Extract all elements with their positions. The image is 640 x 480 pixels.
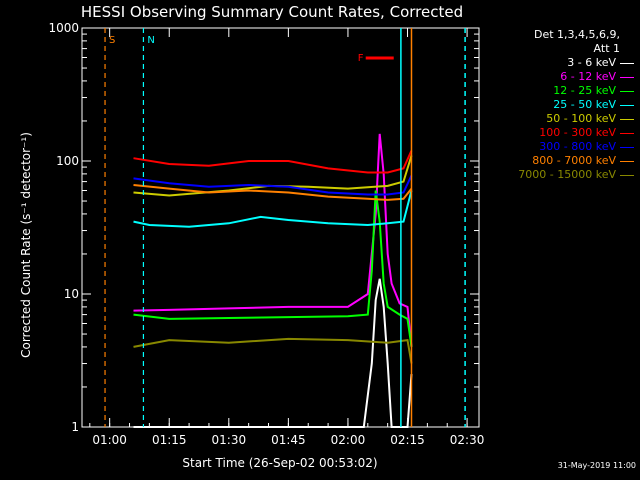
series-line-4	[133, 190, 413, 228]
legend-swatch	[620, 160, 634, 162]
x-tick-label: 01:00	[92, 433, 127, 447]
legend-label: 25 - 50 keV	[553, 98, 616, 111]
date-stamp: 31-May-2019 11:00	[557, 461, 636, 470]
y-axis-label: Corrected Count Rate (s⁻¹ detector⁻¹)	[19, 132, 33, 358]
y-tick-label: 10	[64, 287, 79, 301]
legend-entry-7: 300 - 800 keV	[464, 140, 634, 154]
legend-title-line-2: Att 1	[593, 42, 620, 55]
legend-entry-4: 25 - 50 keV	[464, 98, 634, 112]
legend-entry-3: 12 - 25 keV	[464, 84, 634, 98]
legend-entry-5: 50 - 100 keV	[464, 112, 634, 126]
series-line-8	[133, 184, 413, 201]
legend-entry-8: 800 - 7000 keV	[464, 154, 634, 168]
annotation-label-f: F	[358, 53, 364, 64]
series-line-5	[133, 155, 413, 197]
legend-label: 100 - 300 keV	[539, 126, 616, 139]
legend-swatch	[620, 62, 634, 64]
legend-swatch	[620, 76, 634, 78]
x-tick-label: 01:30	[212, 433, 247, 447]
annotation-label-s: S	[109, 35, 115, 46]
series-line-6	[133, 150, 413, 174]
x-tick-label: 01:45	[271, 433, 306, 447]
legend-swatch	[620, 146, 634, 148]
legend-label: 12 - 25 keV	[553, 84, 616, 97]
legend-label: 6 - 12 keV	[560, 70, 616, 83]
series-line-9	[133, 337, 413, 364]
series-line-2	[133, 133, 413, 347]
y-tick-label: 1000	[48, 21, 79, 35]
x-tick-label: 02:00	[331, 433, 366, 447]
marker-layer: S N F	[104, 28, 466, 427]
axis-layer: 1 10 100 1000 01:00 01:15 01:30 01:45 02:00 02:15…	[48, 21, 484, 447]
legend-swatch	[620, 132, 634, 134]
legend: Det 1,3,4,5,6,9, Att 1 3 - 6 keV 6 - 12 k…	[464, 28, 634, 182]
chart-title: HESSI Observing Summary Count Rates, Cor…	[81, 3, 463, 21]
legend-entry-6: 100 - 300 keV	[464, 126, 634, 140]
legend-label: 50 - 100 keV	[546, 112, 616, 125]
legend-label: 7000 - 15000 keV	[518, 168, 616, 181]
legend-label: 300 - 800 keV	[539, 140, 616, 153]
legend-entry-9: 7000 - 15000 keV	[464, 168, 634, 182]
x-tick-label: 02:15	[390, 433, 425, 447]
legend-swatch	[620, 118, 634, 120]
legend-label: 3 - 6 keV	[567, 56, 616, 69]
plot-frame	[81, 27, 480, 428]
series-line-3	[133, 190, 413, 348]
y-tick-label: 100	[56, 154, 79, 168]
legend-swatch	[620, 90, 634, 92]
legend-entry-2: 6 - 12 keV	[464, 70, 634, 84]
x-axis-label: Start Time (26-Sep-02 00:53:02)	[182, 456, 377, 470]
series-line-7	[133, 174, 413, 196]
x-tick-label: 02:30	[450, 433, 485, 447]
series-layer	[133, 133, 413, 428]
legend-swatch	[620, 104, 634, 106]
legend-title-line-1: Det 1,3,4,5,6,9,	[533, 28, 620, 41]
annotation-label-n: N	[147, 35, 154, 46]
legend-entry-1: 3 - 6 keV	[464, 56, 634, 70]
legend-swatch	[620, 174, 634, 176]
legend-label: 800 - 7000 keV	[532, 154, 616, 167]
y-tick-label: 1	[71, 420, 79, 434]
x-tick-label: 01:15	[152, 433, 187, 447]
